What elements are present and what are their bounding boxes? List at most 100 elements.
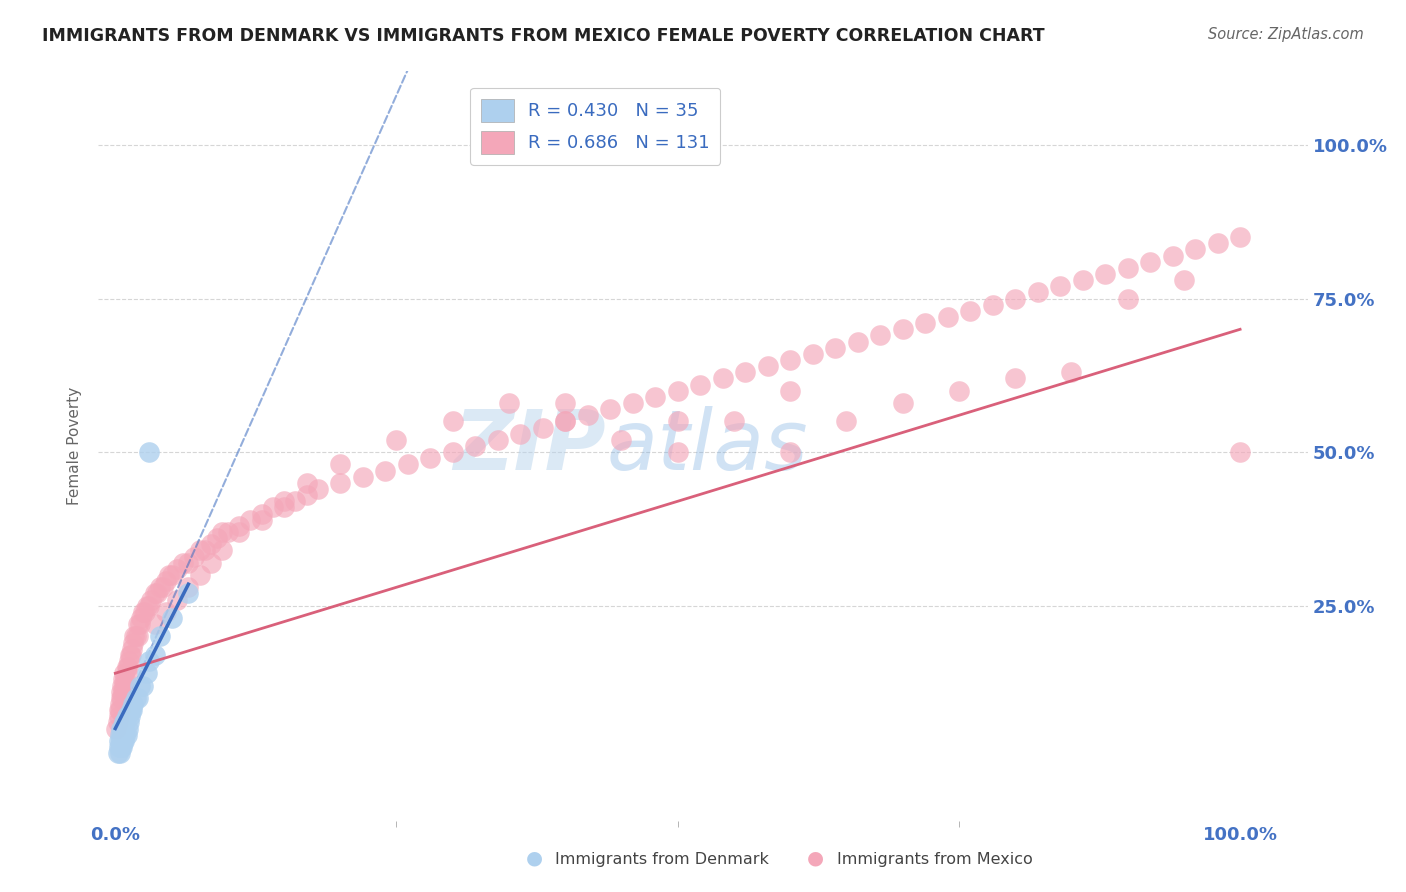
Point bbox=[118, 654, 141, 668]
Point bbox=[891, 396, 914, 410]
Point bbox=[108, 746, 131, 760]
Point bbox=[1139, 254, 1161, 268]
Point bbox=[112, 733, 135, 747]
Point bbox=[228, 524, 250, 539]
Point bbox=[108, 697, 131, 711]
Point bbox=[554, 414, 576, 428]
Point bbox=[112, 673, 135, 687]
Point bbox=[135, 666, 157, 681]
Point bbox=[160, 611, 183, 625]
Point bbox=[824, 341, 846, 355]
Point bbox=[122, 635, 145, 649]
Point bbox=[1229, 230, 1251, 244]
Point bbox=[211, 543, 233, 558]
Point bbox=[1184, 243, 1206, 257]
Point bbox=[734, 365, 756, 379]
Point bbox=[891, 322, 914, 336]
Point bbox=[262, 500, 284, 515]
Legend: R = 0.430   N = 35, R = 0.686   N = 131: R = 0.430 N = 35, R = 0.686 N = 131 bbox=[470, 88, 720, 165]
Point bbox=[1071, 273, 1094, 287]
Point bbox=[120, 703, 142, 717]
Point bbox=[610, 433, 633, 447]
Point bbox=[711, 371, 734, 385]
Point bbox=[143, 617, 166, 632]
Point bbox=[110, 684, 132, 698]
Point bbox=[124, 629, 146, 643]
Point bbox=[105, 722, 128, 736]
Point bbox=[441, 414, 464, 428]
Point bbox=[250, 507, 273, 521]
Point bbox=[115, 666, 138, 681]
Point bbox=[177, 586, 200, 600]
Point bbox=[183, 549, 205, 564]
Point bbox=[486, 433, 509, 447]
Point bbox=[666, 445, 689, 459]
Point bbox=[129, 611, 152, 625]
Point bbox=[166, 562, 188, 576]
Point bbox=[107, 739, 129, 754]
Point bbox=[621, 396, 644, 410]
Point bbox=[329, 475, 352, 490]
Point bbox=[115, 660, 138, 674]
Point bbox=[152, 580, 174, 594]
Point bbox=[127, 690, 149, 705]
Point bbox=[107, 746, 129, 760]
Text: ●: ● bbox=[807, 848, 824, 867]
Point bbox=[114, 673, 136, 687]
Point bbox=[295, 488, 318, 502]
Point bbox=[666, 414, 689, 428]
Point bbox=[143, 648, 166, 662]
Point bbox=[120, 648, 142, 662]
Point bbox=[779, 353, 801, 368]
Point bbox=[981, 298, 1004, 312]
Point bbox=[723, 414, 745, 428]
Point bbox=[779, 384, 801, 398]
Point bbox=[352, 469, 374, 483]
Point bbox=[143, 586, 166, 600]
Point bbox=[135, 599, 157, 613]
Text: ●: ● bbox=[526, 848, 543, 867]
Point bbox=[1026, 285, 1049, 300]
Text: Immigrants from Mexico: Immigrants from Mexico bbox=[837, 852, 1032, 867]
Point bbox=[134, 605, 156, 619]
Point bbox=[188, 568, 211, 582]
Point bbox=[157, 568, 180, 582]
Point bbox=[110, 690, 132, 705]
Point bbox=[1206, 236, 1229, 251]
Point bbox=[132, 679, 155, 693]
Point bbox=[644, 390, 666, 404]
Point bbox=[846, 334, 869, 349]
Point bbox=[228, 519, 250, 533]
Y-axis label: Female Poverty: Female Poverty bbox=[67, 387, 83, 505]
Point bbox=[112, 679, 135, 693]
Point bbox=[172, 556, 194, 570]
Point bbox=[107, 715, 129, 730]
Point bbox=[138, 654, 160, 668]
Point bbox=[1161, 249, 1184, 263]
Point bbox=[166, 592, 188, 607]
Point bbox=[1229, 445, 1251, 459]
Point bbox=[273, 500, 295, 515]
Point bbox=[464, 439, 486, 453]
Point bbox=[509, 426, 531, 441]
Point bbox=[554, 396, 576, 410]
Point bbox=[124, 629, 146, 643]
Point bbox=[205, 531, 228, 545]
Point bbox=[110, 739, 132, 754]
Point bbox=[129, 617, 152, 632]
Point bbox=[498, 396, 520, 410]
Point bbox=[138, 445, 160, 459]
Point bbox=[107, 709, 129, 723]
Point bbox=[194, 543, 217, 558]
Point bbox=[155, 574, 177, 588]
Point bbox=[188, 543, 211, 558]
Point bbox=[107, 703, 129, 717]
Point bbox=[177, 580, 200, 594]
Text: Immigrants from Denmark: Immigrants from Denmark bbox=[555, 852, 769, 867]
Point bbox=[250, 513, 273, 527]
Point bbox=[273, 494, 295, 508]
Point bbox=[554, 414, 576, 428]
Point bbox=[108, 703, 131, 717]
Point bbox=[149, 580, 172, 594]
Point bbox=[689, 377, 711, 392]
